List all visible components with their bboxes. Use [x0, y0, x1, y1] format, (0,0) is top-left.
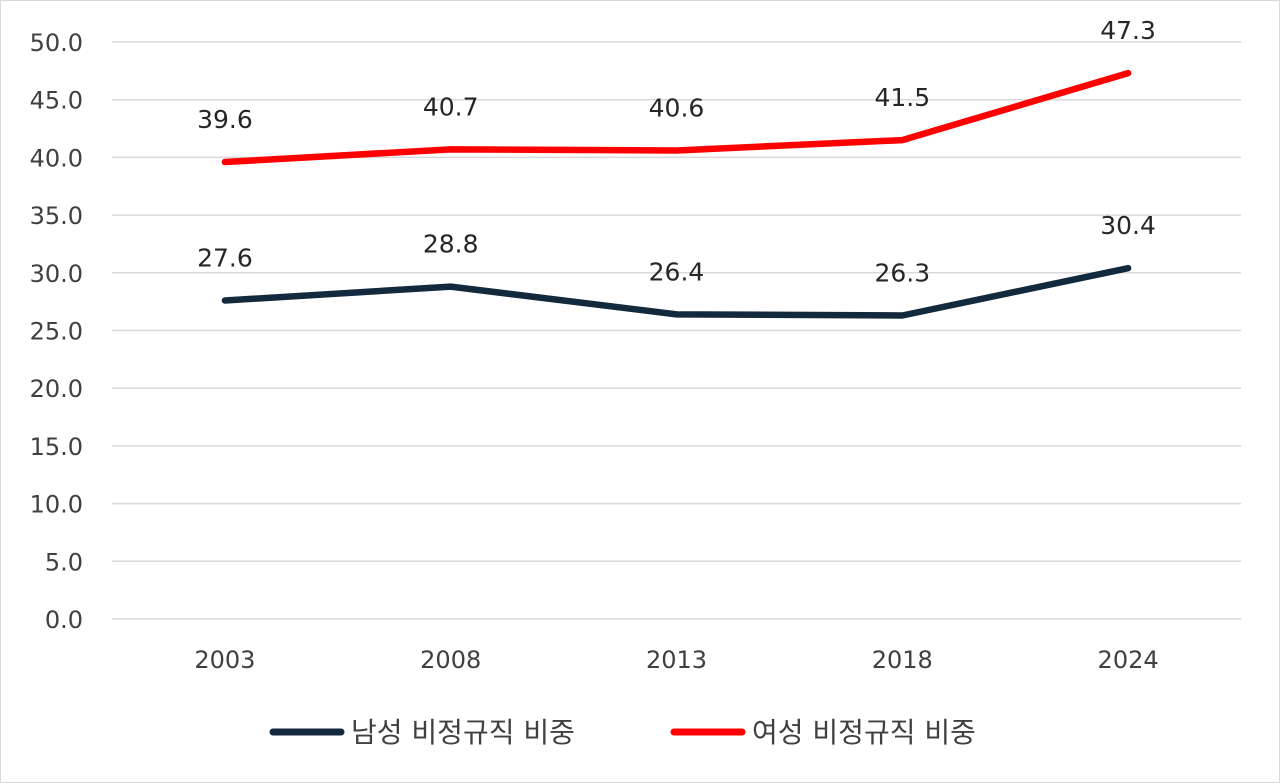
y-tick-label: 35.0 [30, 202, 83, 230]
data-label: 40.6 [649, 93, 705, 122]
data-labels: 27.6 28.8 26.4 26.3 30.4 39.6 40.7 40.6 41.5 47.3 [197, 16, 1156, 287]
y-tick-label: 40.0 [30, 144, 83, 172]
y-tick-label: 15.0 [30, 433, 83, 461]
y-tick-label: 45.0 [30, 87, 83, 115]
data-label: 26.4 [649, 257, 705, 286]
data-label: 47.3 [1100, 16, 1156, 45]
data-label: 27.6 [197, 243, 253, 272]
y-tick-label: 0.0 [45, 606, 83, 634]
data-label: 26.3 [874, 258, 930, 287]
data-label: 39.6 [197, 105, 253, 134]
x-tick-label: 2018 [872, 646, 933, 674]
series-line-0 [221, 264, 1132, 319]
y-tick-label: 20.0 [30, 375, 83, 403]
gridlines [112, 41, 1241, 620]
data-label: 41.5 [874, 83, 930, 112]
legend: 남성 비정규직 비중 여성 비정규직 비중 [269, 716, 976, 749]
legend-label: 남성 비정규직 비중 [351, 716, 575, 749]
x-tick-label: 2013 [646, 646, 707, 674]
x-axis-ticks: 2003 2008 2013 2018 2024 [194, 646, 1158, 674]
x-tick-label: 2003 [194, 646, 255, 674]
y-tick-label: 25.0 [30, 318, 83, 346]
y-axis-ticks: 0.0 5.0 10.0 15.0 20.0 25.0 30.0 35.0 40.0 45.0 50… [30, 29, 83, 634]
x-tick-label: 2024 [1098, 646, 1159, 674]
y-tick-label: 30.0 [30, 260, 83, 288]
y-tick-label: 10.0 [30, 491, 83, 519]
x-tick-label: 2008 [420, 646, 481, 674]
y-tick-label: 50.0 [30, 29, 83, 57]
data-label: 30.4 [1100, 211, 1156, 240]
data-label: 28.8 [423, 230, 479, 259]
data-label: 40.7 [423, 92, 479, 121]
y-tick-label: 5.0 [45, 548, 83, 576]
legend-label: 여성 비정규직 비중 [752, 716, 976, 749]
series-lines [221, 69, 1132, 319]
series-line-1 [221, 69, 1132, 166]
